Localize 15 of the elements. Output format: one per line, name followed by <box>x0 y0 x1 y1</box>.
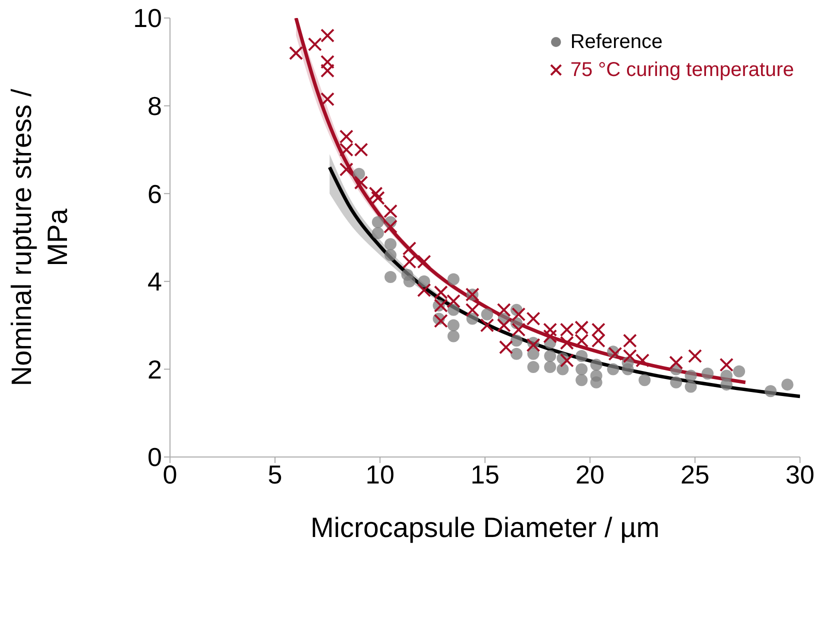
x-tick-label: 25 <box>680 459 710 490</box>
x-tick-label: 5 <box>268 459 282 490</box>
x-tick-label: 20 <box>576 459 604 490</box>
legend-label: Reference <box>570 30 663 55</box>
x-tick-label: 30 <box>786 459 814 490</box>
y-axis-title: Nominal rupture stress / MPa <box>6 88 73 386</box>
y-tick-label: 6 <box>148 178 162 209</box>
y-tick-label: 10 <box>133 3 162 34</box>
x-axis-title: Microcapsule Diameter / µm <box>310 512 660 543</box>
y-tick-label: 2 <box>148 354 162 384</box>
y-tick-label: 8 <box>148 91 162 122</box>
y-tick-label: 4 <box>148 266 162 297</box>
x-tick-label: 15 <box>470 459 500 490</box>
legend-label: 75 °C curing temperature <box>570 58 794 83</box>
x-tick-label: 10 <box>366 459 394 490</box>
